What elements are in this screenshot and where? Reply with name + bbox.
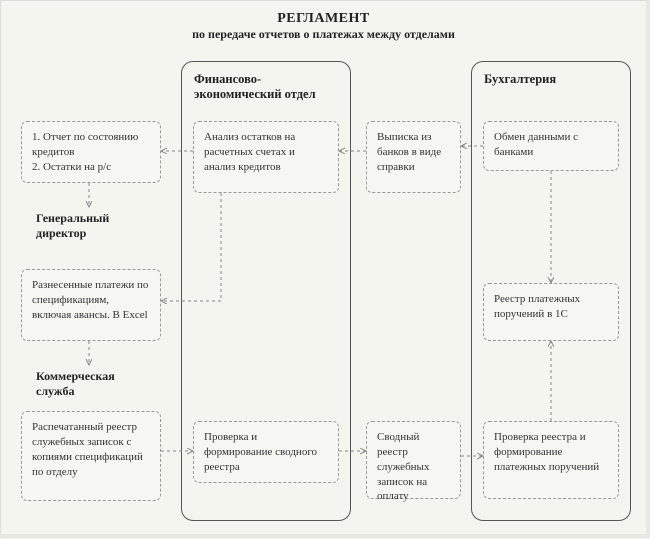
column-finance-header: Финансово-экономический отдел bbox=[194, 72, 338, 102]
node-mid-bot: Сводный реестр служебных записок на опла… bbox=[366, 421, 461, 499]
node-fin-bot: Проверка и формирование сводного реестра bbox=[193, 421, 339, 483]
node-left-bot: Распечатанный реестр служебных записок с… bbox=[21, 411, 161, 501]
title-main: РЕГЛАМЕНТ bbox=[1, 11, 646, 27]
node-left-mid: Разнесенные платежи по спецификациям, вк… bbox=[21, 269, 161, 341]
label-commercial-service: Коммерческая служба bbox=[36, 369, 156, 399]
column-accounting-header: Бухгалтерия bbox=[484, 72, 618, 87]
title-sub: по передаче отчетов о платежах между отд… bbox=[1, 27, 646, 42]
node-acc-top: Обмен данными с банками bbox=[483, 121, 619, 171]
node-acc-bot: Проверка реестра и формирование платежны… bbox=[483, 421, 619, 499]
label-general-director: Генеральный директор bbox=[36, 211, 156, 241]
node-left-top: 1. Отчет по состоянию кредитов2. Остатки… bbox=[21, 121, 161, 183]
title-block: РЕГЛАМЕНТ по передаче отчетов о платежах… bbox=[1, 11, 646, 42]
node-mid-top: Выписка из банков в виде справки bbox=[366, 121, 461, 193]
node-acc-mid: Реестр платежных поручений в 1С bbox=[483, 283, 619, 341]
diagram-canvas: РЕГЛАМЕНТ по передаче отчетов о платежах… bbox=[1, 1, 646, 534]
node-fin-top: Анализ остатков на расчетных счетах и ан… bbox=[193, 121, 339, 193]
